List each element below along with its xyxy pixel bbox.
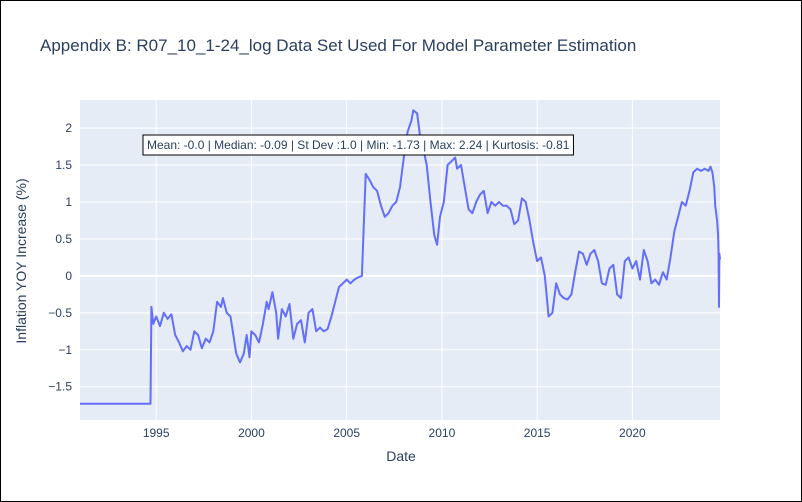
y-axis-title: Inflation YOY Increase (%) xyxy=(13,178,29,343)
series-line xyxy=(80,109,721,405)
y-tick-label: 0 xyxy=(65,269,72,283)
tick-labels: 1995 2000 2005 2010 2015 2020 2 1.5 1 0.5 0 −0.5 −1 −… xyxy=(48,121,646,440)
stats-annotation-text: Mean: -0.0 | Median: -0.09 | St Dev :1.0… xyxy=(147,138,570,152)
x-tick-label: 2020 xyxy=(619,426,646,440)
x-axis-title: Date xyxy=(386,448,416,464)
stats-annotation: Mean: -0.0 | Median: -0.09 | St Dev :1.0… xyxy=(142,134,574,156)
series-layer xyxy=(80,109,721,405)
y-tick-label: 1.5 xyxy=(55,158,72,172)
x-tick-label: 2010 xyxy=(429,426,456,440)
x-tick-label: 1995 xyxy=(143,426,170,440)
y-tick-label: −0.5 xyxy=(48,306,72,320)
y-tick-label: 2 xyxy=(65,121,72,135)
x-tick-label: 2015 xyxy=(524,426,551,440)
x-tick-label: 2005 xyxy=(333,426,360,440)
chart-title: Appendix B: R07_10_1-24_log Data Set Use… xyxy=(40,36,636,55)
y-tick-label: −1.5 xyxy=(48,380,72,394)
x-tick-label: 2000 xyxy=(238,426,265,440)
grid xyxy=(80,100,720,420)
y-tick-label: 0.5 xyxy=(55,232,72,246)
y-tick-label: −1 xyxy=(58,343,72,357)
y-tick-label: 1 xyxy=(65,195,72,209)
